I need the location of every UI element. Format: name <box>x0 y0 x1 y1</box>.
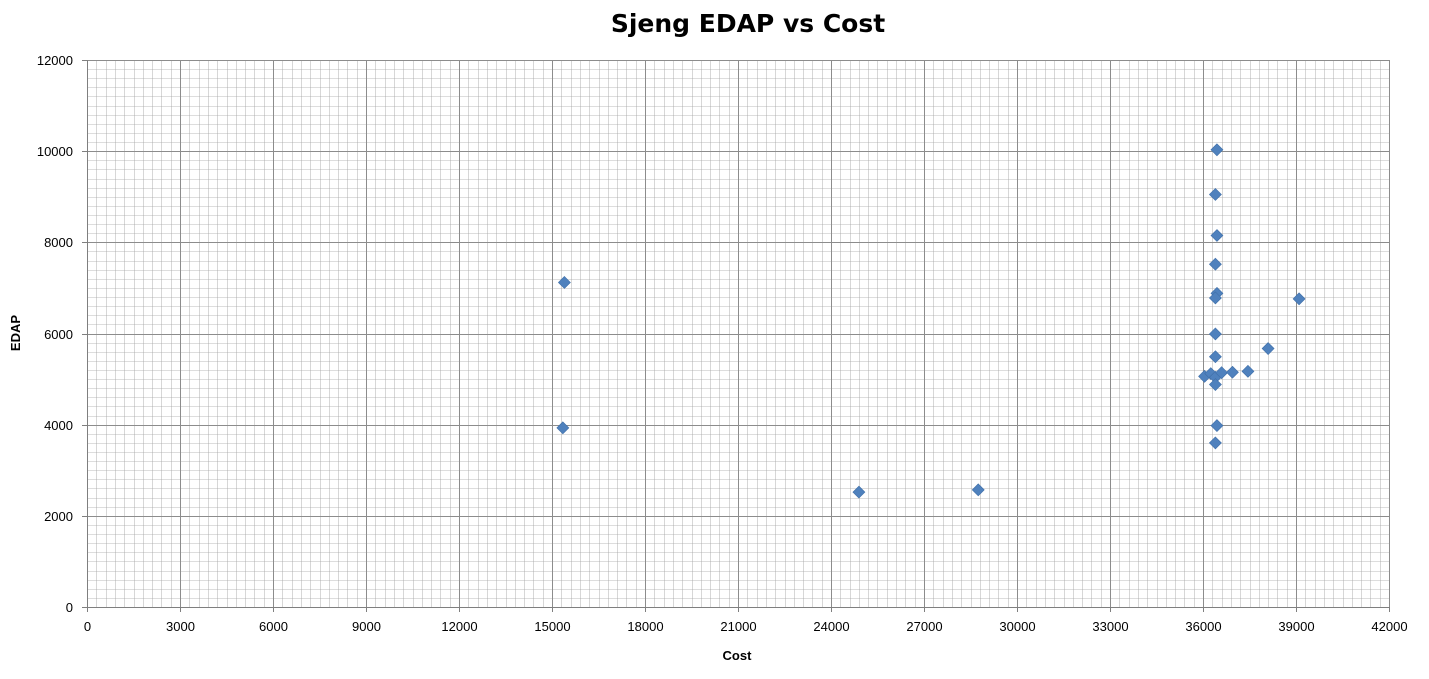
x-tick-label: 33000 <box>1092 619 1128 634</box>
x-axis-label: Cost <box>723 648 753 663</box>
x-tick-label: 12000 <box>441 619 477 634</box>
y-tick-label: 6000 <box>44 327 73 342</box>
x-tick-label: 18000 <box>627 619 663 634</box>
data-point <box>1215 366 1229 380</box>
x-tick-label: 6000 <box>259 619 288 634</box>
x-tick-label: 30000 <box>999 619 1035 634</box>
data-point <box>1208 291 1222 305</box>
data-point <box>852 485 866 499</box>
y-tick-label: 12000 <box>37 53 73 68</box>
y-tick-label: 10000 <box>37 144 73 159</box>
data-point <box>1208 188 1222 201</box>
x-tick-label: 42000 <box>1371 619 1407 634</box>
x-tick-label: 27000 <box>906 619 942 634</box>
x-tick-label: 36000 <box>1185 619 1221 634</box>
data-point <box>1208 378 1222 391</box>
y-tick-label: 8000 <box>44 235 73 250</box>
data-point <box>1241 364 1255 378</box>
x-tick-label: 9000 <box>352 619 381 634</box>
data-point <box>1208 327 1222 341</box>
data-point <box>1292 292 1306 306</box>
x-axis-ticks: 0 3000 6000 9000 12000 15000 18000 21000 24000 27… <box>84 607 1408 634</box>
data-point <box>1208 350 1222 364</box>
y-tick-label: 0 <box>66 600 73 615</box>
data-point <box>1208 436 1222 450</box>
data-point <box>1210 419 1224 433</box>
chart-title: Sjeng EDAP vs Cost <box>611 9 885 38</box>
x-tick-label: 3000 <box>166 619 195 634</box>
data-point <box>1210 143 1224 157</box>
x-tick-label: 15000 <box>534 619 570 634</box>
data-point <box>971 483 985 497</box>
data-point <box>556 421 570 435</box>
y-tick-label: 4000 <box>44 418 73 433</box>
data-point <box>557 276 571 289</box>
data-points <box>556 143 1306 499</box>
x-tick-label: 21000 <box>720 619 756 634</box>
y-axis-ticks: 0 2000 4000 6000 8000 10000 12000 <box>37 53 87 615</box>
data-point <box>1226 365 1239 379</box>
x-tick-label: 0 <box>84 619 91 634</box>
data-point <box>1261 342 1275 355</box>
data-point <box>1210 229 1224 242</box>
y-axis-label: EDAP <box>8 315 23 351</box>
data-point <box>1208 257 1222 271</box>
x-tick-label: 24000 <box>813 619 849 634</box>
y-tick-label: 2000 <box>44 509 73 524</box>
x-tick-label: 39000 <box>1278 619 1314 634</box>
